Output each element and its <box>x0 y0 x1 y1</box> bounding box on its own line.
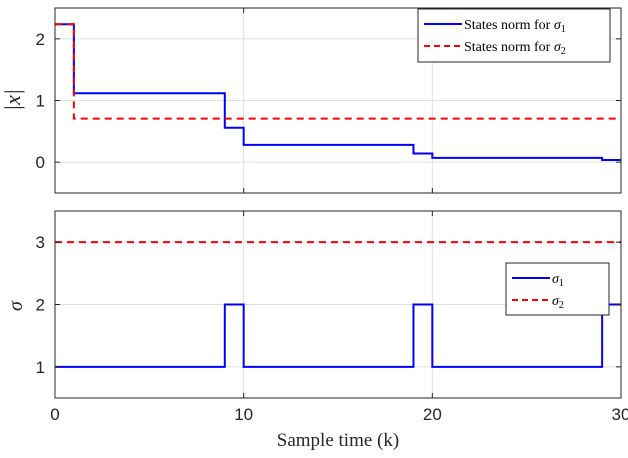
x-axis-label: Sample time (k) <box>277 430 399 451</box>
legend-symbol: σ <box>554 40 562 55</box>
y-ticks-bottom: 1 2 3 <box>36 233 621 377</box>
y-tick-label: 3 <box>36 233 45 252</box>
x-tick-label: 30 <box>612 405 628 424</box>
x-tick-label: 20 <box>423 405 442 424</box>
legend-entry-2: σ2 <box>552 294 564 311</box>
series-group-top <box>55 23 621 162</box>
legend-box <box>505 262 610 316</box>
legend-subscript: 2 <box>559 300 564 311</box>
x-tick-label: 10 <box>234 405 253 424</box>
legend-symbol: σ <box>552 272 560 287</box>
legend-symbol: σ <box>554 18 562 33</box>
y-axis-label-top: |x| <box>0 89 25 111</box>
x-tick-label: 0 <box>50 405 59 424</box>
legend-symbol: σ <box>552 294 560 309</box>
y-tick-label: 1 <box>36 92 45 111</box>
legend-entry-2: States norm for σ2 <box>464 40 566 57</box>
series-line-1 <box>55 23 621 162</box>
y-tick-label: 0 <box>36 153 45 172</box>
legend-box <box>417 8 611 63</box>
series-group-bottom <box>55 241 621 368</box>
y-axis-label-top-text: |x| <box>0 89 25 111</box>
series-line-2 <box>55 23 621 120</box>
series-line-1 <box>55 303 621 368</box>
y-axis-label-bottom: σ <box>5 300 27 311</box>
y-tick-label: 1 <box>36 358 45 377</box>
legend-subscript: 1 <box>559 278 564 289</box>
x-ticks-bottom: 0 10 20 30 <box>50 211 628 424</box>
y-tick-label: 2 <box>36 30 45 49</box>
legend-entry-1: States norm for σ1 <box>464 18 566 35</box>
legend-subscript: 2 <box>561 46 566 57</box>
legend-entry-1: σ1 <box>552 272 564 289</box>
legend-text-main: States norm for <box>464 18 554 33</box>
legend-text-main: States norm for <box>464 40 554 55</box>
legend-subscript: 1 <box>561 24 566 35</box>
y-tick-label: 2 <box>36 296 45 315</box>
y-ticks-top: 0 1 2 <box>36 8 622 193</box>
